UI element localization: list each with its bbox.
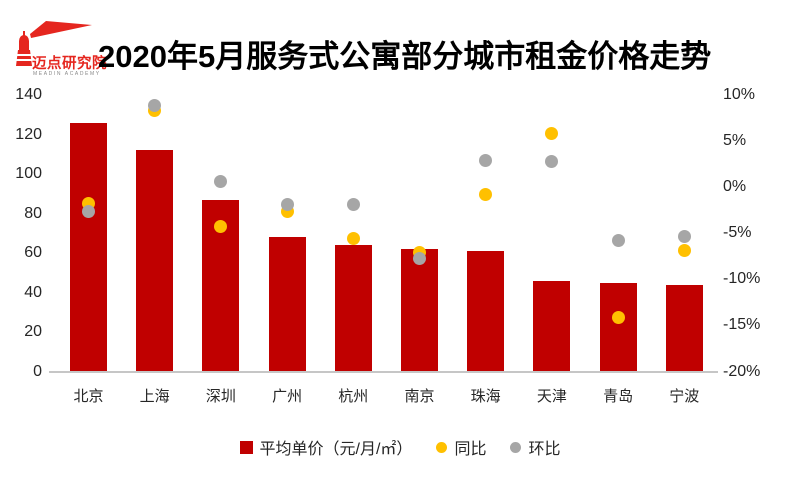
right-axis-tick: 5% [723, 132, 747, 150]
bar-青岛 [599, 282, 637, 372]
mom-dot-青岛 [611, 234, 625, 248]
bar-上海 [136, 150, 174, 372]
yoy-dot-深圳 [214, 220, 228, 234]
mom-dot-北京 [82, 204, 95, 218]
brand-name: 迈点研究院 [32, 56, 107, 72]
x-axis-label-北京: 北京 [73, 388, 104, 405]
left-axis-tick: 40 [24, 283, 42, 301]
mom-dot-广州 [280, 198, 294, 212]
mom-dot-天津 [545, 154, 559, 168]
legend-item-average-price: 平均单价（元/月/㎡） [239, 435, 413, 459]
yoy-dot-青岛 [611, 310, 625, 324]
mom-dot-深圳 [214, 175, 228, 189]
legend-label: 平均单价（元/月/㎡） [259, 441, 413, 458]
mom-dot-南京 [413, 251, 426, 265]
legend-label: 同比 [454, 441, 487, 458]
x-axis-label-宁波: 宁波 [669, 388, 700, 405]
x-axis-label-珠海: 珠海 [470, 388, 501, 405]
left-axis-tick: 140 [15, 86, 42, 103]
yoy-dot-天津 [545, 127, 559, 141]
left-axis-tick: 100 [15, 165, 42, 182]
bar-广州 [268, 237, 306, 372]
bar-杭州 [334, 245, 372, 372]
right-axis-tick: -20% [723, 362, 761, 380]
yoy-dot-杭州 [346, 232, 360, 246]
left-axis-tick: 0 [33, 362, 42, 380]
legend-item-yoy: 同比 [436, 435, 486, 459]
right-axis-tick: -10% [723, 270, 761, 288]
x-axis-label-青岛: 青岛 [603, 388, 634, 405]
chart-legend: 平均单价（元/月/㎡） 同比 环比 [0, 435, 800, 459]
mom-dot-上海 [148, 98, 162, 112]
brand-logo: 迈点研究院 MEADIN ACADEMY [10, 14, 107, 78]
mom-dot-珠海 [479, 153, 493, 167]
right-axis-tick: 0% [723, 178, 747, 196]
right-axis-tick: -5% [723, 224, 752, 242]
x-axis-line [49, 370, 718, 373]
x-axis-label-广州: 广州 [272, 388, 303, 405]
bar-swatch-icon [239, 440, 253, 454]
left-axis-tick: 20 [24, 323, 42, 340]
yoy-dot-珠海 [479, 188, 493, 202]
brand-name-en: MEADIN ACADEMY [33, 71, 101, 77]
bar-北京 [70, 122, 107, 372]
x-axis-label-天津: 天津 [536, 388, 567, 405]
mom-dot-杭州 [346, 198, 360, 212]
lighthouse-icon [16, 21, 92, 66]
bar-天津 [533, 280, 571, 372]
yoy-dot-宁波 [677, 244, 691, 258]
left-axis-tick: 80 [24, 204, 42, 222]
x-axis-label-深圳: 深圳 [205, 388, 236, 405]
bar-宁波 [665, 284, 703, 372]
left-axis-tick: 120 [15, 125, 42, 143]
mom-dot-宁波 [677, 229, 691, 243]
x-axis-label-南京: 南京 [404, 388, 435, 405]
mom-dot-swatch-icon [510, 441, 522, 453]
x-axis-label-杭州: 杭州 [338, 388, 369, 405]
right-axis-tick: 10% [723, 86, 756, 103]
page-title: 2020年5月服务式公寓部分城市租金价格走势 [98, 39, 712, 74]
bar-南京 [401, 249, 438, 372]
yoy-dot-swatch-icon [436, 441, 448, 453]
left-axis-tick: 60 [24, 244, 42, 261]
legend-item-mom: 环比 [510, 435, 560, 459]
bar-珠海 [467, 251, 505, 372]
x-axis-label-上海: 上海 [139, 388, 170, 405]
right-axis-tick: -15% [723, 316, 761, 334]
legend-label: 环比 [528, 441, 561, 458]
